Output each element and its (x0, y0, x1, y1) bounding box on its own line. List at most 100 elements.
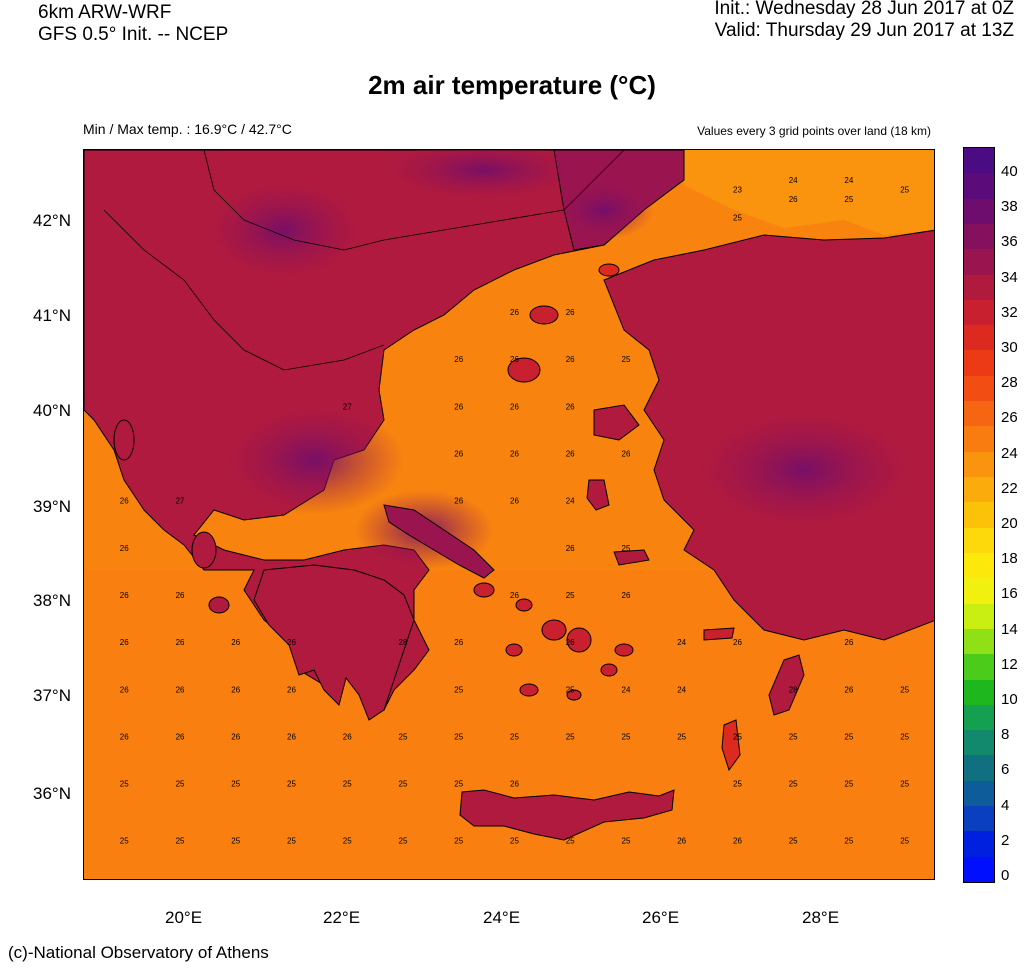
lat-label-39: 39°N (33, 497, 71, 516)
colorbar-tick-label: 14 (1001, 620, 1018, 638)
colorbar-tick-label: 20 (1001, 515, 1018, 532)
grid-value: 24 (677, 685, 686, 694)
colorbar-swatch (964, 527, 994, 554)
ionian-islands (113, 419, 230, 614)
colorbar-tick-label: 16 (1001, 585, 1018, 603)
colorbar-tick-label: 12 (1001, 655, 1018, 673)
grid-value: 26 (789, 195, 798, 204)
grid-value: 26 (566, 308, 575, 317)
colorbar-swatch (964, 375, 994, 402)
cyclades-islands (473, 582, 634, 701)
peloponnese (253, 564, 415, 721)
grid-value: 26 (120, 591, 129, 600)
grid-value: 26 (733, 836, 742, 845)
grid-value: 26 (231, 638, 240, 647)
grid-value: 25 (176, 836, 185, 845)
colorbar-swatch (964, 325, 994, 351)
grid-value: 26 (454, 497, 463, 506)
grid-value: 27 (343, 402, 352, 411)
map-title: 2m air temperature (°C) (368, 70, 656, 100)
grid-value: 25 (789, 836, 798, 845)
grid-value: 25 (454, 733, 463, 742)
hot-core-thessaly (224, 405, 404, 515)
hot-core-north (204, 180, 364, 280)
grid-value: 26 (622, 591, 631, 600)
karpathos (721, 719, 741, 772)
lat-label-42: 42°N (33, 211, 71, 230)
grid-value: 25 (231, 836, 240, 845)
lat-label-38: 38°N (33, 591, 71, 610)
grid-value: 25 (844, 780, 853, 789)
colorbar-tick-label: 22 (1001, 479, 1018, 497)
colorbar-swatch (964, 704, 994, 731)
grid-value: 26 (622, 450, 631, 459)
colorbar-swatch (964, 451, 994, 478)
grid-value: 24 (677, 638, 686, 647)
colorbar-tick-label: 18 (1001, 550, 1018, 568)
colorbar-swatch (964, 654, 994, 680)
grid-value: 25 (844, 836, 853, 845)
grid-value: 25 (622, 355, 631, 364)
grid-value: 25 (900, 780, 909, 789)
grid-value: 26 (120, 544, 129, 553)
credit-text: (c)-National Observatory of Athens (8, 943, 269, 962)
grid-value: 28 (789, 685, 798, 694)
black-sea (684, 150, 934, 235)
grid-value: 25 (120, 836, 129, 845)
colorbar-swatch (964, 350, 994, 377)
colorbar-tick-label: 40 (1001, 163, 1018, 180)
grid-value: 25 (287, 780, 296, 789)
grid-value: 26 (287, 638, 296, 647)
colorbar-swatch (964, 173, 994, 200)
grid-value: 26 (844, 638, 853, 647)
country-borders (103, 150, 625, 371)
grid-value: 25 (677, 733, 686, 742)
grid-value: 26 (343, 733, 352, 742)
colorbar-tick-label: 28 (1001, 374, 1018, 392)
colorbar-tick-label: 6 (1001, 761, 1010, 779)
grid-value: 25 (231, 780, 240, 789)
colorbar-swatch (964, 603, 994, 630)
grid-value: 24 (566, 497, 575, 506)
hot-core-thrace (554, 180, 654, 240)
colorbar-tick-label: 2 (1001, 831, 1010, 849)
colorbar-swatch (964, 780, 994, 807)
kos (703, 627, 735, 641)
grid-value: 26 (677, 836, 686, 845)
grid-values: 26 27 26 26 26 26 26 26 26 26 26 26 26 26 26 26 26 26 25 25… (120, 176, 910, 845)
grid-value: 26 (566, 638, 575, 647)
grid-value: 25 (399, 780, 408, 789)
grid-value: 25 (399, 836, 408, 845)
lon-label-26: 26°E (642, 908, 680, 927)
lemnos (507, 357, 541, 383)
grid-value: 25 (789, 780, 798, 789)
grid-value: 25 (844, 733, 853, 742)
colorbar-tick-label: 38 (1001, 198, 1018, 216)
grid-value: 26 (844, 685, 853, 694)
grid-value: 26 (566, 402, 575, 411)
grid-value: 26 (510, 497, 519, 506)
init-source: GFS 0.5° Init. -- NCEP (38, 24, 229, 45)
lat-label-36: 36°N (33, 784, 71, 803)
grid-value: 24 (622, 685, 631, 694)
grid-value: 26 (454, 638, 463, 647)
grid-value: 26 (510, 308, 519, 317)
colorbar-swatch (964, 578, 994, 605)
grid-value: 24 (789, 176, 798, 185)
grid-value: 25 (566, 836, 575, 845)
colorbar-swatch (964, 299, 994, 326)
grid-value: 26 (510, 402, 519, 411)
thasos (529, 305, 559, 325)
colorbar-swatch (964, 274, 994, 301)
colorbar-swatch (964, 223, 994, 250)
colorbar-swatch (964, 831, 994, 858)
temperature-map: 26 27 26 26 26 26 26 26 26 26 26 26 26 26 26 26 26 26 25 25… (83, 149, 935, 880)
grid-value: 25 (454, 685, 463, 694)
grid-note: Values every 3 grid points over land (18… (697, 124, 931, 138)
colorbar-tick-label: 4 (1001, 796, 1010, 814)
grid-value: 23 (733, 185, 742, 194)
colorbar-swatch (964, 426, 994, 453)
colorbar-swatch (964, 552, 994, 579)
colorbar-swatch (964, 755, 994, 782)
euboea (383, 504, 495, 579)
